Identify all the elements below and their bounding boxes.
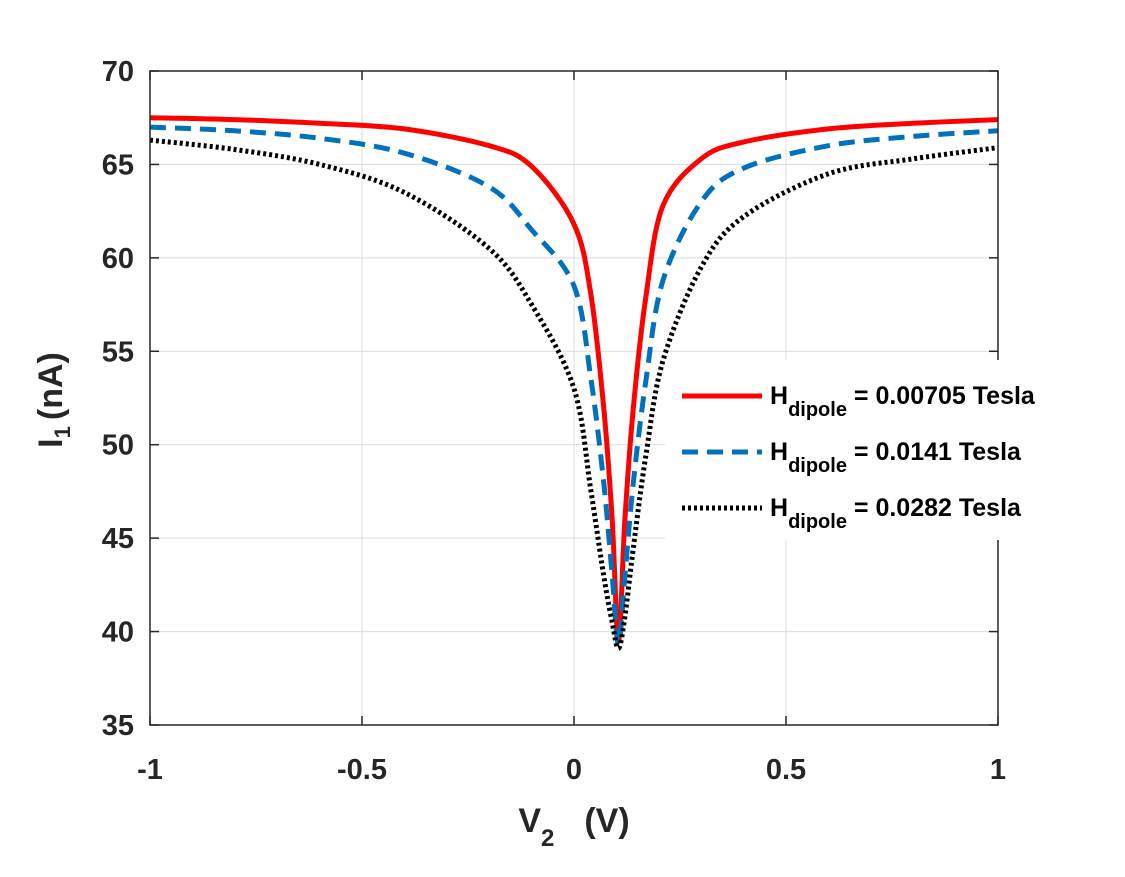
y-tick-label: 60 xyxy=(102,243,134,275)
x-axis-label-main: V xyxy=(518,802,541,840)
legend-label-value: = 0.0141 Tesla xyxy=(847,438,1022,466)
legend-entry-1: Hdipole = 0.0141 Tesla xyxy=(770,438,1022,477)
x-tick-label: 0 xyxy=(566,754,582,786)
x-axis-label-sub: 2 xyxy=(541,825,554,852)
legend-label-sub: dipole xyxy=(788,511,847,533)
y-axis-label: I1 (nA) xyxy=(32,352,75,448)
x-axis-label-unit: (V) xyxy=(584,802,629,840)
legend-label-sub: dipole xyxy=(788,455,847,477)
y-tick-label: 70 xyxy=(102,56,134,88)
legend-label-value: = 0.0282 Tesla xyxy=(847,494,1022,522)
legend-entry-0: Hdipole = 0.00705 Tesla xyxy=(770,382,1036,421)
legend-label-main: H xyxy=(770,494,788,522)
y-tick-label: 65 xyxy=(102,149,134,181)
ticks: -1 -0.5 0 0.5 1 35 40 45 50 55 60 65 70 xyxy=(102,56,1006,786)
y-tick-label: 40 xyxy=(102,617,134,649)
series-layer xyxy=(149,115,999,651)
legend-label-value: = 0.00705 Tesla xyxy=(847,382,1036,410)
x-tick-label: -0.5 xyxy=(337,754,387,786)
series-line-1 xyxy=(149,124,999,648)
x-tick-label: 0.5 xyxy=(766,754,806,786)
y-axis-label-sub: 1 xyxy=(50,426,75,438)
y-tick-label: 35 xyxy=(102,710,134,742)
legend-label-main: H xyxy=(770,382,788,410)
y-tick-label: 50 xyxy=(102,430,134,462)
legend-label-sub: dipole xyxy=(788,399,847,421)
legend-label-main: H xyxy=(770,438,788,466)
y-axis-label-main: I xyxy=(32,438,70,447)
y-tick-label: 45 xyxy=(102,523,134,555)
y-axis-label-unit: (nA) xyxy=(32,352,70,420)
x-tick-label: 1 xyxy=(990,754,1006,786)
y-tick-label: 55 xyxy=(102,336,134,368)
x-tick-label: -1 xyxy=(137,754,163,786)
x-axis-label: V2 (V) xyxy=(518,802,629,852)
legend-entry-2: Hdipole = 0.0282 Tesla xyxy=(770,494,1022,533)
